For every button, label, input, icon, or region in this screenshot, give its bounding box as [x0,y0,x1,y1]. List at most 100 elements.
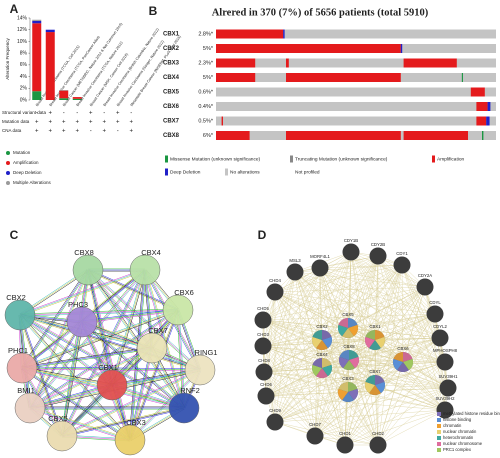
edge [262,327,349,347]
edge [274,291,446,363]
legend-swatch [437,436,441,440]
node-label: SUV39H1 [438,374,458,379]
edge [274,409,446,423]
edge [21,367,131,441]
alteration [461,73,463,82]
edge [265,361,404,397]
edge [374,384,449,389]
edge [274,387,449,423]
edge [22,366,113,385]
edge [87,269,179,311]
node-label: MPHOSPH8 [433,348,458,353]
alteration [216,58,256,68]
bar-segment [59,90,69,99]
edge [62,270,90,437]
edge [321,367,346,446]
edge [319,264,403,269]
legend-swatch [437,418,441,422]
edge [274,291,323,341]
edge [29,321,83,409]
edge [294,255,379,273]
alteration [221,116,223,126]
edge [265,367,323,397]
legend-label: Missense Mutation (unknown significance) [170,156,261,162]
edge [21,367,113,386]
edge [274,264,403,423]
edge [29,407,131,441]
edge [314,367,323,437]
node-label: CBX4 [316,352,328,357]
edge [262,319,267,397]
node-label: CBX7 [148,326,168,335]
protein-node [14,392,46,424]
edge [265,339,323,397]
edge [262,313,436,321]
node-label: CBX4 [141,248,161,257]
node-label: CHD7 [309,422,321,427]
edge [263,371,316,437]
edge [402,361,446,411]
edge [22,348,153,370]
panel-label: A [10,2,19,16]
edge [274,339,376,423]
node-label: CHD6 [260,382,272,387]
legend-label: Mutation [13,150,31,155]
legend-label: methylated histone residue binding [443,411,500,416]
edge [262,286,426,321]
edge [274,291,376,341]
edge [321,339,404,363]
bar-segment [72,98,82,100]
node-label: CHD2 [372,431,384,436]
legend-swatch [437,448,441,452]
edge [344,409,446,446]
y-axis-label: Alteration Frequency [5,37,10,79]
gene-node [286,263,304,281]
edge [61,369,201,437]
edge [81,309,179,323]
legend-swatch [165,155,168,163]
alteration [286,131,401,140]
gene-node [439,379,457,397]
table-mark: + [48,120,52,126]
pie-wedge [342,392,354,402]
node-label: CHD5 [257,306,269,311]
edge [374,384,446,411]
edge [177,309,185,409]
table-mark: + [116,111,120,117]
edge [130,348,154,441]
legend-swatch [6,161,10,165]
table-mark: + [75,129,79,135]
edge [19,314,201,371]
edge [374,337,441,341]
protein-node [4,299,36,331]
edge [30,348,153,410]
gene-node [436,353,454,371]
pie-wedge [322,336,332,349]
node-label: CBX5 [342,312,354,317]
gene-node [311,259,329,277]
edge [265,384,376,397]
track [216,29,496,39]
edge [262,319,323,369]
edge [321,339,449,389]
edge [348,359,446,411]
edge [321,361,404,369]
edge [29,408,130,442]
edge [374,313,436,341]
y-tick-label: 2% [20,86,28,92]
track [216,87,496,97]
edge [21,367,201,371]
edge [321,313,436,341]
legend-swatch [437,430,441,434]
edge [294,271,436,315]
edge [263,251,352,373]
pie-wedge [322,364,332,377]
edge [29,309,179,409]
edge [374,286,426,386]
table-mark: - [130,111,132,117]
edge [20,269,88,368]
table-row-label: Structural variant data [2,110,47,115]
pie-wedge [339,356,349,369]
gene-node [393,256,411,274]
node-label: SUV39H2 [435,396,455,401]
